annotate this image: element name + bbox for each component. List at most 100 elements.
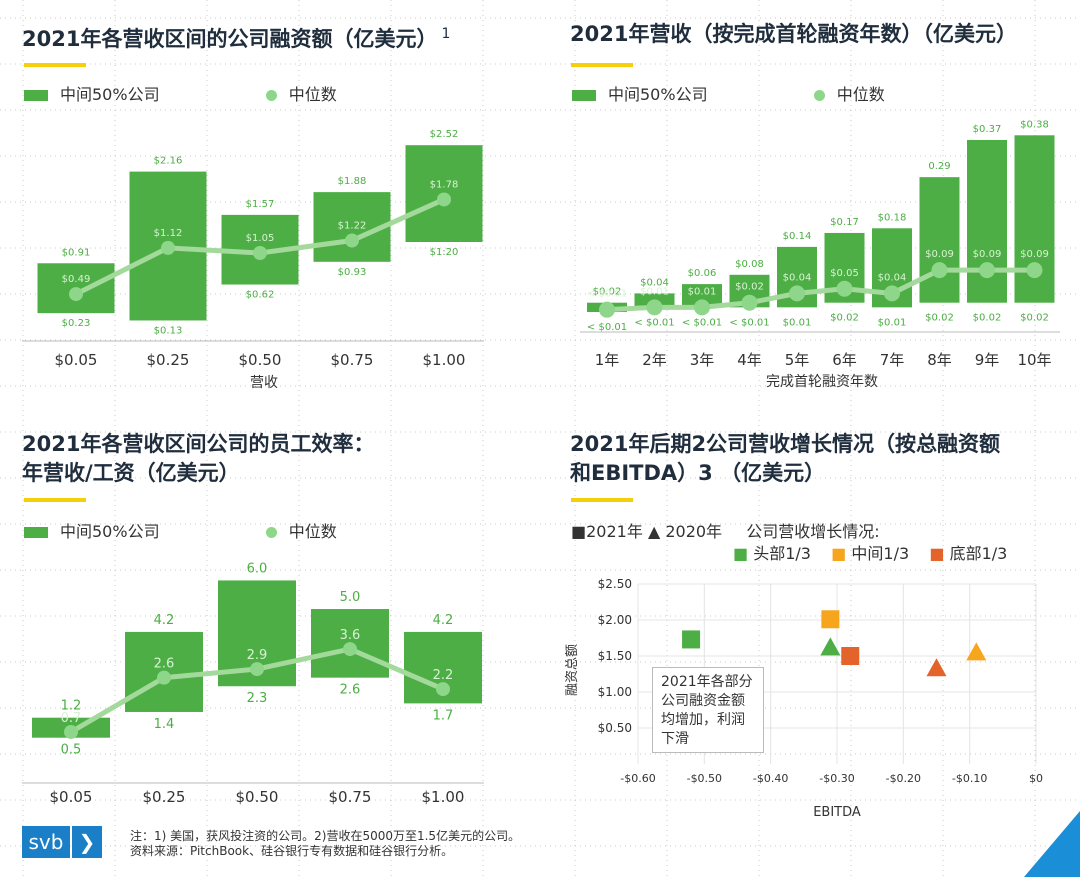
footnote-line1: 注：1) 美国，获风投注资的公司。2)营收在5000万至1.5亿美元的公司。 <box>130 829 521 843</box>
bar-low-label: 1.4 <box>154 717 175 732</box>
footnote: 注：1) 美国，获风投注资的公司。2)营收在5000万至1.5亿美元的公司。 资… <box>130 829 520 859</box>
median-label: 2.2 <box>433 668 454 683</box>
median-point <box>599 301 615 318</box>
median-point <box>979 262 995 279</box>
scatter-point-triangle <box>820 637 841 656</box>
median-point <box>836 280 853 297</box>
bar-low-label: $1:20 <box>430 247 459 258</box>
x-axis-title: 营收 <box>250 375 278 391</box>
legend-top-label: 头部1/3 <box>753 544 811 563</box>
chart4-plot: $0.50 $1.00 $1.50 $2.00 $2.50 -$0.60 -$0.50 -$0… <box>565 577 1043 820</box>
median-line <box>606 267 1035 313</box>
median-label: $0.09 <box>973 249 1002 260</box>
median-point <box>161 240 175 255</box>
median-point <box>931 262 948 279</box>
median-label: $0.09 <box>925 249 954 260</box>
median-point <box>157 670 171 685</box>
bar-low-label: $0.02 <box>830 313 859 324</box>
x-tick-label: $0.05 <box>55 351 98 369</box>
legend-bar-swatch <box>24 90 48 101</box>
svb-logo: svb ❯ <box>22 826 102 858</box>
x-axis-title: 完成首轮融资年数 <box>766 374 878 390</box>
bar-high-label: 4.2 <box>433 613 454 628</box>
legend-bottom-label: 底部1/3 <box>949 544 1008 563</box>
legend-mid50-label: 中间50%公司 <box>608 85 708 104</box>
x-tick-label: $0.50 <box>236 788 279 806</box>
bar-low-label: $0.01 <box>878 317 907 328</box>
x-tick-label: -$0.60 <box>620 772 655 785</box>
median-label: $0.49 <box>62 274 91 285</box>
scatter-point-square <box>841 647 860 665</box>
x-tick-label: $0.50 <box>239 351 282 369</box>
legend-2021-square: ■2021年 <box>571 522 643 541</box>
legend-median-dot <box>813 90 825 101</box>
x-tick-label: -$0.20 <box>886 772 921 785</box>
chart4-legend-years: ■2021年 ▲ 2020年 公司营收增长情况: <box>571 518 880 542</box>
median-point <box>343 642 357 657</box>
x-tick-label: 10年 <box>1017 351 1051 369</box>
legend-mid50-label: 中间50%公司 <box>60 85 160 104</box>
x-axis-title: EBITDA <box>813 805 861 820</box>
chart4-callout: 2021年各部分 公司融资金额 均增加，利润 下滑 <box>652 667 764 753</box>
chart3-underline <box>24 498 86 502</box>
bar-high-label: $2.52 <box>430 129 459 140</box>
median-point <box>64 724 78 739</box>
median-label: $0.02 <box>735 282 764 293</box>
bar-low-label: 2.6 <box>340 683 361 698</box>
bar-high-label: $0.04 <box>640 277 669 288</box>
chart1-footnote-mark: 1 <box>441 26 451 42</box>
x-tick-label: -$0.30 <box>819 772 854 785</box>
median-label: $1.78 <box>430 179 459 190</box>
median-label: 0.7 <box>61 711 82 726</box>
chart1-underline <box>24 63 86 67</box>
median-label: $0.01 <box>688 286 717 297</box>
x-tick-label: $0 <box>1029 772 1043 785</box>
median-label: $0.04 <box>783 272 812 283</box>
legend-bar-swatch <box>24 527 48 538</box>
median-point <box>1026 262 1043 279</box>
scatter-point-square <box>682 630 701 649</box>
legend-mid-label: 中间1/3 <box>851 544 910 563</box>
median-label: 3.6 <box>340 628 361 643</box>
x-tick-label: 6年 <box>832 351 857 369</box>
x-tick-label: 7年 <box>880 351 905 369</box>
median-label: $1.05 <box>246 233 275 244</box>
legend-bottom-swatch: ■ <box>929 544 945 563</box>
median-point <box>694 299 710 316</box>
x-tick-label: -$0.10 <box>952 772 987 785</box>
scatter-point-triangle <box>966 642 987 661</box>
scatter-point-triangle <box>926 658 947 677</box>
bar-range <box>919 177 960 303</box>
chart3-title: 2021年各营收区间公司的员工效率： 年营收/工资（亿美元） <box>22 432 375 485</box>
chevron-right-icon: ❯ <box>72 826 102 858</box>
median-label: $0.05 <box>830 268 859 279</box>
legend-group-title: 公司营收增长情况: <box>746 522 880 541</box>
bar-low-label: $0.62 <box>246 290 275 301</box>
median-label: $0.04 <box>878 272 907 283</box>
bar-low-label: < $0.01 <box>682 317 722 328</box>
bar-high-label: 1.2 <box>61 699 82 714</box>
bar-low-label: $0.93 <box>338 267 367 278</box>
x-tick-label: 3年 <box>690 351 715 369</box>
median-point <box>646 299 663 316</box>
median-label: $1.12 <box>154 228 183 239</box>
bar-low-label: 2.3 <box>247 691 268 706</box>
median-label: 2.9 <box>247 648 268 663</box>
x-tick-label: -$0.50 <box>687 772 722 785</box>
bar-high-label: $1.88 <box>338 176 367 187</box>
bar-low-label: 1.7 <box>433 708 454 723</box>
median-label: $0.01 <box>640 286 669 297</box>
bar-high-label: $0.14 <box>783 231 812 242</box>
x-tick-label: 9年 <box>975 351 1000 369</box>
bar-low-label: $0.02 <box>1020 313 1049 324</box>
bar-low-label: < $0.01 <box>634 317 674 328</box>
legend-bar-swatch <box>572 90 596 101</box>
bar-high-label: 0.29 <box>928 161 950 172</box>
bar-high-label: $0.38 <box>1020 119 1049 130</box>
bar-high-label: $0.02 <box>593 287 622 298</box>
legend-mid-swatch: ■ <box>831 544 847 563</box>
scatter-point-square <box>821 610 840 629</box>
x-tick-label: $0.25 <box>147 351 190 369</box>
median-point <box>69 287 83 302</box>
